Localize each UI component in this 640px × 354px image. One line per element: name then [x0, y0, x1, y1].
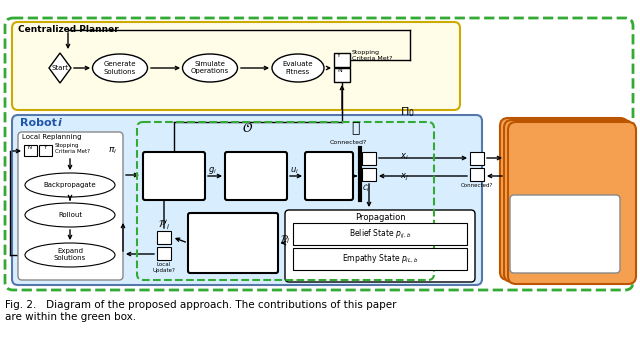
Text: Goal
Selection: Goal Selection — [152, 166, 196, 186]
Ellipse shape — [93, 54, 147, 82]
Bar — [293, 248, 467, 270]
Text: Propagation: Propagation — [355, 213, 405, 222]
FancyBboxPatch shape — [12, 22, 460, 110]
Text: Y: Y — [367, 152, 371, 157]
Text: Epistemic
Planning: Epistemic Planning — [210, 233, 256, 253]
Text: Fig. 2.   Diagram of the proposed approach. The contributions of this paper
are : Fig. 2. Diagram of the proposed approach… — [5, 300, 397, 321]
Text: Generate
Solutions: Generate Solutions — [104, 62, 136, 74]
FancyBboxPatch shape — [225, 152, 287, 200]
Ellipse shape — [25, 203, 115, 227]
Text: Robot: Robot — [20, 118, 61, 128]
Bar — [157, 247, 171, 260]
Text: Empathy State $p_{iL,b}$: Empathy State $p_{iL,b}$ — [342, 253, 418, 266]
Text: $x_j$: $x_j$ — [400, 172, 409, 183]
Text: Rollout: Rollout — [58, 212, 82, 218]
Text: Backpropagate: Backpropagate — [44, 182, 96, 188]
Text: Y: Y — [44, 145, 47, 150]
Text: Stopping
Criteria Met?: Stopping Criteria Met? — [55, 143, 90, 154]
Polygon shape — [49, 53, 71, 83]
Text: Evaluate
Fitness: Evaluate Fitness — [283, 62, 313, 74]
FancyBboxPatch shape — [510, 195, 620, 273]
FancyBboxPatch shape — [285, 210, 475, 282]
FancyBboxPatch shape — [143, 152, 205, 200]
Bar — [334, 53, 350, 67]
Text: Stopping
Criteria Met?: Stopping Criteria Met? — [352, 50, 392, 61]
Bar — [362, 152, 376, 165]
Bar — [362, 168, 376, 181]
Text: Y: Y — [337, 53, 341, 58]
Text: $\mathcal{C}_i$: $\mathcal{C}_i$ — [362, 182, 370, 194]
Text: $u_i$: $u_i$ — [290, 165, 299, 176]
Bar — [334, 68, 350, 82]
Bar — [39, 145, 52, 156]
Text: $\mathcal{P}_i$: $\mathcal{P}_i$ — [280, 233, 291, 246]
Text: N: N — [367, 168, 371, 173]
Text: j: j — [558, 121, 562, 131]
FancyBboxPatch shape — [12, 115, 482, 285]
Text: Y: Y — [163, 247, 166, 252]
Text: Local
Update?: Local Update? — [152, 262, 175, 273]
Text: $g_i$: $g_i$ — [208, 165, 217, 176]
Text: Connected?: Connected? — [330, 140, 367, 145]
Ellipse shape — [25, 243, 115, 267]
Ellipse shape — [25, 173, 115, 197]
Text: Simulate
Operations: Simulate Operations — [191, 62, 229, 74]
Text: N: N — [475, 168, 479, 173]
Text: ✈: ✈ — [550, 150, 570, 170]
Bar — [293, 223, 467, 245]
Text: N: N — [162, 231, 166, 236]
Text: Robot: Robot — [520, 121, 561, 131]
Ellipse shape — [182, 54, 237, 82]
Text: - Controller: - Controller — [515, 210, 554, 216]
Text: Start: Start — [51, 65, 68, 71]
FancyBboxPatch shape — [188, 213, 278, 273]
Text: Controller: Controller — [232, 171, 280, 181]
Text: i: i — [58, 118, 62, 128]
Text: - Prediction: - Prediction — [515, 230, 554, 236]
FancyBboxPatch shape — [305, 152, 353, 200]
Text: $\mathcal{P}'_i$: $\mathcal{P}'_i$ — [158, 218, 171, 232]
Text: Connected?: Connected? — [461, 183, 493, 188]
Text: - Plant: - Plant — [515, 220, 538, 226]
Text: Y: Y — [476, 152, 479, 157]
Text: Expand
Solutions: Expand Solutions — [54, 249, 86, 262]
FancyBboxPatch shape — [508, 122, 636, 284]
Bar — [470, 168, 484, 181]
Text: System: System — [515, 198, 547, 207]
Bar — [24, 145, 37, 156]
Ellipse shape — [272, 54, 324, 82]
Text: N: N — [337, 68, 342, 73]
Text: Belief State $p_{ij,b}$: Belief State $p_{ij,b}$ — [349, 228, 411, 241]
Text: - Allocation: - Allocation — [515, 240, 554, 246]
FancyBboxPatch shape — [500, 118, 628, 280]
Bar — [157, 231, 171, 244]
FancyBboxPatch shape — [18, 132, 123, 280]
Text: 🚁: 🚁 — [351, 121, 359, 135]
Text: Local Replanning: Local Replanning — [22, 134, 81, 140]
Bar — [470, 152, 484, 165]
FancyBboxPatch shape — [504, 120, 632, 282]
Text: $x_i$: $x_i$ — [400, 152, 409, 162]
Text: Plant: Plant — [317, 171, 341, 181]
Text: N: N — [28, 145, 32, 150]
Text: Centralized Planner: Centralized Planner — [18, 25, 119, 34]
Text: $\mathcal{O}$: $\mathcal{O}$ — [243, 121, 253, 135]
Text: $\Pi_0$: $\Pi_0$ — [400, 105, 415, 119]
Text: $\pi_i$: $\pi_i$ — [108, 146, 117, 156]
